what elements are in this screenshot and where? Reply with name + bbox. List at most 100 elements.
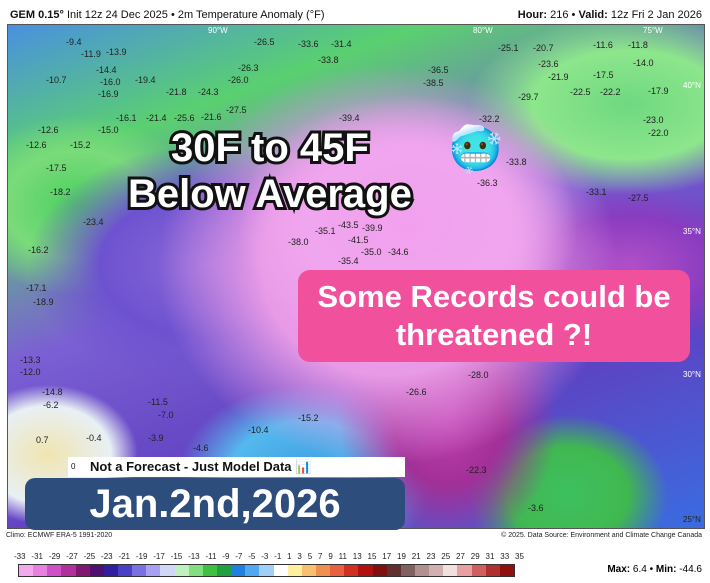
anomaly-value: -11.6 — [593, 40, 613, 50]
colorbar-swatch — [457, 565, 472, 576]
anomaly-value: -20.7 — [533, 43, 554, 53]
lon-label: 90°W — [208, 26, 228, 35]
colorbar-tick: 15 — [367, 552, 377, 561]
anomaly-value: -14.8 — [42, 387, 63, 397]
colorbar-tick: 33 — [500, 552, 510, 561]
anomaly-value: -13.9 — [106, 47, 127, 57]
anomaly-value: -18.2 — [50, 187, 71, 197]
anomaly-value: -26.3 — [238, 63, 259, 73]
anomaly-value: -26.5 — [254, 37, 275, 47]
colorbar-swatch — [372, 565, 387, 576]
anomaly-value: -25.6 — [174, 113, 195, 123]
anomaly-value: -17.9 — [648, 86, 669, 96]
colorbar-tick: -19 — [135, 552, 148, 561]
colorbar-tick: -15 — [170, 552, 183, 561]
temperature-anomaly-map: 90°W 80°W 75°W 40°N 35°N 30°N 25°N -9.4 -… — [7, 24, 705, 529]
colorbar-swatch — [499, 565, 514, 576]
colorbar — [18, 564, 515, 577]
map-value: 0 — [71, 462, 76, 471]
colorbar-swatch — [287, 565, 302, 576]
hour-label: Hour: — [517, 9, 548, 21]
anomaly-value: -14.4 — [96, 65, 117, 75]
lat-label: 25°N — [683, 515, 701, 524]
anomaly-value: -15.0 — [98, 125, 119, 135]
header-left: GEM 0.15° Init 12z 24 Dec 2025 • 2m Temp… — [10, 9, 325, 21]
colorbar-tick: 11 — [338, 552, 347, 561]
anomaly-value: -22.2 — [600, 87, 621, 97]
colorbar-swatch — [188, 565, 203, 576]
colorbar-swatch — [174, 565, 189, 576]
colorbar-tick: -21 — [118, 552, 130, 561]
colorbar-tick: -25 — [83, 552, 96, 561]
colorbar-ticks: -33 -31 -29 -27 -25 -23 -21 -19 -17 -15 -13 -11 -9 -7… — [14, 552, 524, 561]
anomaly-value: -27.5 — [226, 105, 247, 115]
anomaly-value: -12.0 — [20, 367, 41, 377]
anomaly-value: -26.6 — [406, 387, 427, 397]
model-name: GEM 0.15° — [10, 9, 64, 21]
colorbar-tick: -9 — [222, 552, 230, 561]
colorbar-swatch — [429, 565, 444, 576]
colorbar-tick: -7 — [235, 552, 243, 561]
anomaly-value: -36.3 — [477, 178, 498, 188]
anomaly-value: -7.0 — [158, 410, 174, 420]
anomaly-value: -21.4 — [146, 113, 167, 123]
anomaly-value: -27.5 — [628, 193, 649, 203]
colorbar-swatch — [471, 565, 486, 576]
anomaly-value: -11.5 — [148, 397, 168, 407]
lat-label: 35°N — [683, 227, 701, 236]
records-callout: Some Records could be threatened ?! — [298, 270, 690, 362]
anomaly-value: -9.4 — [66, 37, 82, 47]
anomaly-value: -13.3 — [20, 355, 41, 365]
headline-text: 30F to 45F Below Average — [125, 123, 415, 219]
colorbar-tick: -3 — [261, 552, 269, 561]
anomaly-value: -11.9 — [81, 49, 101, 59]
colorbar-swatch — [89, 565, 104, 576]
lon-label: 80°W — [473, 26, 493, 35]
colorbar-swatch — [485, 565, 500, 576]
anomaly-value: -35.0 — [361, 247, 382, 257]
anomaly-value: -33.1 — [586, 187, 607, 197]
colorbar-tick: -1 — [274, 552, 282, 561]
anomaly-value: -43.5 — [338, 220, 359, 230]
colorbar-swatch — [216, 565, 232, 576]
colorbar-swatch — [61, 565, 76, 576]
max-label: Max: — [607, 564, 631, 575]
colorbar-swatch — [146, 565, 161, 576]
colorbar-tick: -27 — [66, 552, 78, 561]
anomaly-value: -38.5 — [423, 78, 444, 88]
colorbar-tick: -33 — [14, 552, 26, 561]
max-value: 6.4 — [632, 564, 647, 575]
colorbar-tick: -31 — [31, 552, 43, 561]
colorbar-tick: -11 — [205, 552, 217, 561]
anomaly-value: -3.6 — [528, 503, 544, 513]
colorbar-swatch — [160, 565, 175, 576]
lat-label: 40°N — [683, 81, 701, 90]
colorbar-tick: 29 — [470, 552, 480, 561]
disclaimer-text: Not a Forecast - Just Model Data 📊 — [90, 459, 312, 474]
min-value: -44.6 — [679, 564, 702, 575]
anomaly-value: -22.5 — [570, 87, 591, 97]
colorbar-swatch — [386, 565, 401, 576]
colorbar-swatch — [400, 565, 415, 576]
map-header: GEM 0.15° Init 12z 24 Dec 2025 • 2m Temp… — [0, 0, 710, 24]
colorbar-tick: 1 — [287, 552, 292, 561]
headline-line-1: 30F to 45F — [168, 123, 372, 173]
colorbar-swatch — [202, 565, 217, 576]
hour-value: 216 — [550, 9, 569, 21]
anomaly-value: -10.7 — [46, 75, 67, 85]
anomaly-value: -39.4 — [339, 113, 360, 123]
anomaly-value: -18.9 — [33, 297, 54, 307]
colorbar-swatch — [273, 565, 288, 576]
colorbar-swatch — [103, 565, 118, 576]
colorbar-swatch — [231, 565, 246, 576]
anomaly-value: -24.3 — [198, 87, 219, 97]
colorbar-swatch — [19, 565, 34, 576]
anomaly-value: -6.2 — [43, 400, 59, 410]
headline-line-2: Below Average — [125, 169, 415, 219]
colorbar-tick: -13 — [188, 552, 200, 561]
anomaly-value: -0.4 — [86, 433, 102, 443]
colorbar-tick: 5 — [307, 552, 313, 561]
anomaly-value: -17.5 — [46, 163, 67, 173]
anomaly-value: -10.4 — [248, 425, 269, 435]
anomaly-value: -16.9 — [98, 89, 119, 99]
